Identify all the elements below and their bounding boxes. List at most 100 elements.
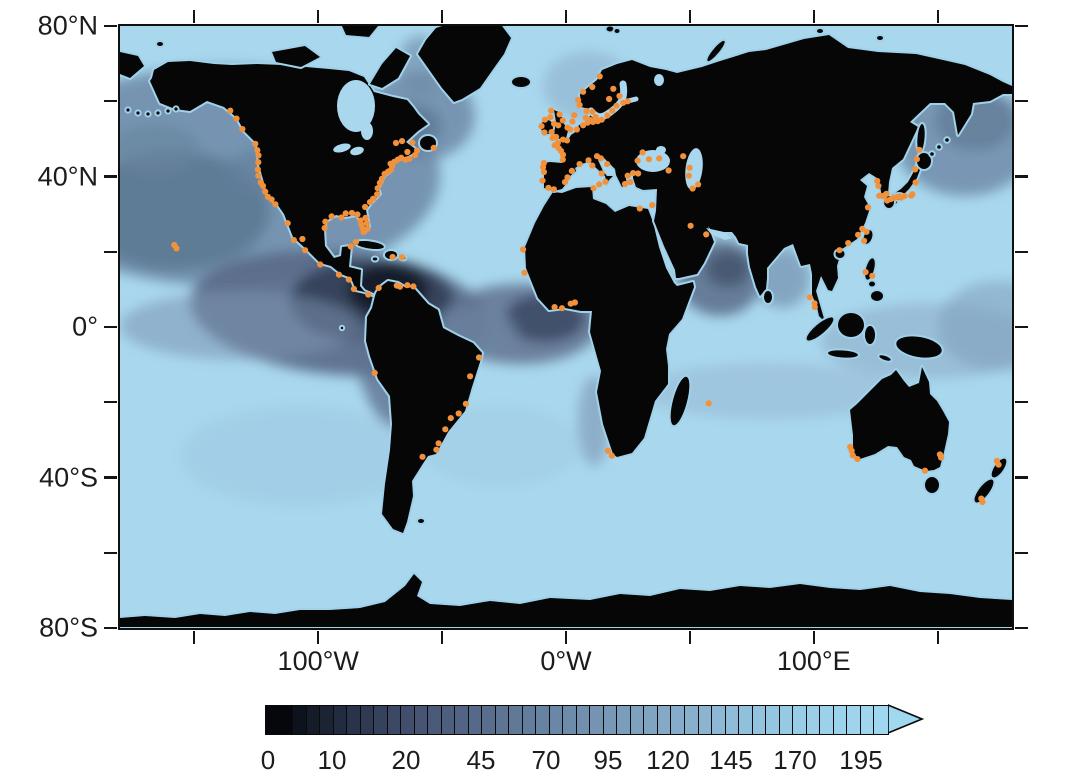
colorbar-segment: [468, 706, 483, 734]
map-frame: [117, 23, 1014, 630]
station-dot: [345, 276, 352, 283]
station-dot: [455, 409, 462, 417]
lon-axis-label: 100°W: [277, 646, 359, 676]
station-dot: [648, 201, 655, 208]
station-dot: [413, 146, 420, 154]
colorbar-segment: [293, 706, 307, 734]
station-dot: [598, 116, 605, 123]
station-dot: [705, 399, 712, 406]
colorbar-segment: [630, 706, 645, 734]
station-dot: [849, 451, 856, 458]
colorbar-segment: [522, 706, 537, 734]
station-dot: [687, 222, 694, 229]
station-dot: [466, 372, 473, 379]
colorbar-tick-label: 20: [391, 745, 421, 775]
lat-tick-left: [104, 24, 117, 28]
station-dot: [626, 178, 633, 185]
station-dot: [563, 173, 571, 180]
land-kuril: [927, 149, 936, 158]
station-dot: [447, 414, 454, 421]
station-dot: [259, 182, 266, 189]
station-dot: [290, 236, 297, 243]
land-sumatra: [804, 314, 835, 343]
colorbar-tick-label: 45: [466, 745, 496, 775]
station-dot: [694, 180, 701, 187]
colorbar-segment: [428, 706, 442, 734]
colorbar-segment: [387, 706, 402, 734]
station-dot: [645, 155, 652, 162]
colorbar-segment: [644, 706, 658, 734]
station-dot: [435, 439, 442, 446]
lon-tick-top: [317, 10, 320, 23]
station-dot: [605, 95, 612, 102]
station-dot: [588, 83, 595, 90]
station-dot: [335, 271, 342, 278]
station-dot: [601, 178, 608, 185]
colorbar-segment: [712, 706, 726, 734]
colorbar-segment: [482, 706, 496, 734]
land-kuril: [934, 142, 943, 151]
station-dot: [563, 136, 570, 143]
station-dot: [608, 107, 615, 114]
colorbar-tick-label: 145: [709, 745, 753, 775]
station-dot: [589, 118, 596, 125]
station-dot: [393, 282, 400, 289]
station-dot: [409, 282, 416, 289]
station-dot: [342, 209, 349, 216]
station-dot: [398, 137, 405, 144]
station-dot: [806, 293, 813, 300]
station-dot: [679, 152, 686, 159]
land-sri-lanka: [761, 288, 774, 305]
station-dot: [835, 246, 843, 253]
lat-axis-label: 0°: [72, 311, 98, 342]
lon-tick-bottom: [812, 631, 815, 644]
colorbar-tick-label: 195: [839, 745, 883, 775]
lon-tick-bottom: [441, 631, 444, 644]
land-svalbard-2: [612, 26, 621, 35]
colorbar-segment: [414, 706, 429, 734]
station-dot: [558, 304, 565, 311]
station-dot: [254, 172, 261, 179]
station-dot: [621, 180, 628, 187]
station-dot: [389, 253, 396, 260]
colorbar-tick-label: 10: [317, 745, 347, 775]
colorbar-segment: [333, 706, 348, 734]
lon-tick-top: [193, 10, 196, 23]
lat-tick-right: [1015, 325, 1028, 329]
station-dot: [284, 219, 291, 226]
station-dot: [348, 209, 355, 216]
station-dot: [582, 114, 589, 121]
land-falklands: [415, 516, 426, 525]
station-dot: [403, 281, 410, 288]
station-dot: [418, 453, 426, 460]
station-dot: [921, 467, 928, 474]
stations-layer: [170, 72, 1002, 505]
inland-seas: [332, 73, 732, 240]
station-dot: [862, 268, 869, 275]
station-dot: [913, 155, 920, 162]
colorbar-segment: [793, 706, 807, 734]
colorbar-tick-label: 170: [773, 745, 817, 775]
station-dot: [547, 107, 554, 114]
station-dot: [374, 184, 381, 191]
station-dot: [915, 146, 922, 153]
station-dot: [364, 291, 371, 298]
lat-tick-left: [104, 325, 117, 329]
station-dot: [321, 224, 328, 231]
land-australia: [847, 364, 951, 473]
station-dot: [301, 246, 308, 253]
station-dot: [540, 168, 547, 175]
colorbar-segment: [617, 706, 631, 734]
land-tasmania: [922, 474, 941, 495]
lon-tick-top: [936, 10, 939, 23]
station-dot: [583, 107, 590, 114]
lat-axis-label: 40°S: [39, 462, 98, 492]
lat-axis-label: 80°N: [37, 10, 98, 41]
station-dot: [634, 157, 641, 164]
station-dot: [589, 184, 597, 191]
lon-tick-top: [812, 10, 815, 23]
lon-tick-bottom: [317, 631, 320, 644]
station-dot: [864, 203, 871, 210]
land-aleutian: [143, 109, 152, 118]
station-dot: [858, 225, 865, 232]
